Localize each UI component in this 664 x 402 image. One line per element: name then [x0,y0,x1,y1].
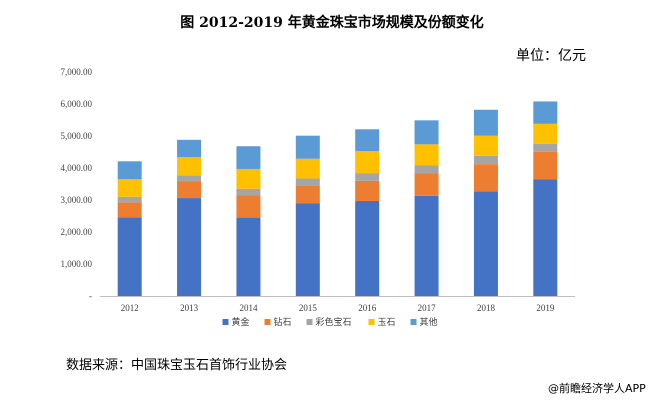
bar-2013-4 [177,157,202,176]
bar-2013-3 [177,175,202,182]
x-tick-label: 2016 [358,303,377,313]
bar-2018-1 [473,191,498,296]
bar-2014-4 [236,168,261,189]
y-tick-label: 3,000.00 [61,195,93,205]
legend-label: 彩色宝石 [316,316,352,328]
x-tick-label: 2017 [418,303,437,313]
bar-2015-4 [295,158,320,179]
y-tick-label: 2,000.00 [61,227,93,237]
bar-2017-4 [414,144,439,166]
bar-2014-5 [236,146,261,169]
legend-label: 其他 [420,316,438,328]
bar-2019-3 [533,143,558,152]
bar-2013-1 [177,198,202,296]
bar-2015-3 [295,178,320,186]
legend-swatch [264,319,271,325]
bar-2013-2 [177,181,202,199]
bar-2016-4 [355,151,380,174]
brand-watermark: @前瞻经济学人APP [548,382,646,395]
legend-label: 黄金 [232,316,250,328]
bar-2018-4 [473,135,498,156]
chart-title: 图 2012-2019 年黄金珠宝市场规模及份额变化 [180,15,484,31]
bar-2012-2 [117,202,142,218]
bar-2017-3 [414,165,439,174]
bar-2015-1 [295,203,320,296]
bar-2015-2 [295,185,320,204]
bar-2014-2 [236,195,261,218]
legend-swatch [306,319,313,325]
y-axis: - 1,000.00 2,000.00 3,000.00 4,000.00 5,000.0… [61,67,93,301]
legend-swatch [222,319,229,325]
bar-2012-1 [117,217,142,296]
legend-label: 钻石 [274,316,292,328]
bar-2019-1 [533,179,558,296]
x-axis: 2012 2013 2014 2015 2016 2017 2018 2019 [100,296,575,313]
x-tick-label: 2013 [180,303,199,313]
bar-2018-2 [473,164,498,192]
bar-2014-1 [236,217,261,296]
x-tick-label: 2018 [477,303,496,313]
bar-2012-4 [117,179,142,197]
y-tick-label: 5,000.00 [61,131,93,141]
bar-2017-2 [414,173,439,196]
x-tick-label: 2012 [121,303,139,313]
x-tick-label: 2015 [299,303,318,313]
legend-swatch [368,319,375,325]
legend: 黄金 钻石 彩色宝石 玉石 其他 [222,316,438,328]
bar-2019-5 [533,101,558,124]
x-tick-label: 2014 [239,303,258,313]
bar-2016-5 [355,129,380,152]
bar-2012-5 [117,161,142,180]
bar-2012-3 [117,196,142,203]
y-tick-label: 4,000.00 [61,163,93,173]
bar-2019-4 [533,123,558,144]
y-tick-label: 6,000.00 [61,99,93,109]
bar-2016-1 [355,200,380,296]
bar-2018-3 [473,155,498,165]
legend-swatch [410,319,417,325]
bar-2014-3 [236,188,261,196]
bar-2017-1 [414,195,439,296]
bar-2019-2 [533,151,558,180]
y-tick-label: 7,000.00 [61,67,93,77]
bar-2015-5 [295,135,320,159]
data-source: 数据来源：中国珠宝玉石首饰行业协会 [66,358,288,373]
bar-2017-5 [414,120,439,145]
bar-2013-5 [177,139,202,158]
y-tick-label: 1,000.00 [61,259,93,269]
legend-label: 玉石 [378,317,396,328]
bar-2016-3 [355,173,380,181]
x-tick-label: 2019 [536,303,555,313]
bar-2016-2 [355,180,380,201]
bars [117,101,558,296]
unit-label: 单位：亿元 [516,48,586,64]
y-tick-label: - [89,291,92,301]
bar-2018-5 [473,109,498,136]
